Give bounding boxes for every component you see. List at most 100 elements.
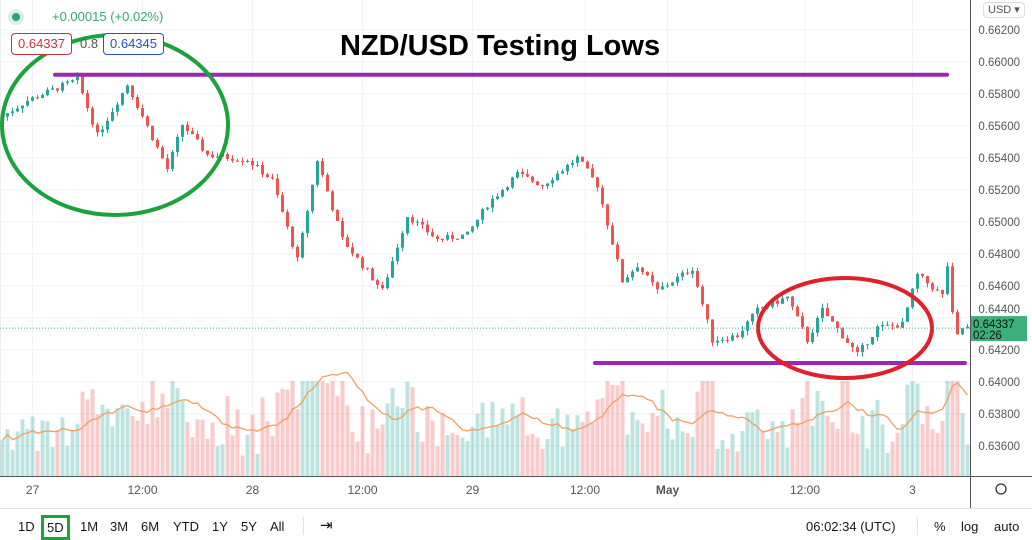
candle-body — [736, 335, 739, 338]
percent-toggle[interactable]: % — [934, 519, 946, 534]
volume-bar — [615, 385, 620, 476]
volume-bar — [600, 398, 605, 476]
candle-body — [721, 339, 724, 341]
candle-body — [916, 273, 919, 289]
volume-bar — [460, 437, 465, 476]
volume-bar — [200, 419, 205, 476]
volume-bar — [440, 412, 445, 476]
volume-bar — [645, 431, 650, 476]
volume-bar — [785, 447, 790, 476]
y-tick-label: 0.65000 — [978, 217, 1020, 229]
candle-body — [691, 270, 694, 274]
candle-body — [366, 267, 369, 269]
y-tick-label: 0.64400 — [978, 304, 1020, 316]
volume-bar — [830, 422, 835, 476]
volume-bar — [205, 438, 210, 476]
volume-bar — [265, 421, 270, 476]
volume-bar — [435, 446, 440, 476]
candle-body — [426, 224, 429, 233]
candle-body — [781, 298, 784, 304]
auto-toggle[interactable]: auto — [994, 519, 1020, 534]
range-1m[interactable]: 1M — [80, 519, 99, 534]
candle-body — [211, 154, 214, 158]
range-1d[interactable]: 1D — [18, 519, 35, 534]
volume-bar — [685, 433, 690, 476]
y-tick-label: 0.66200 — [978, 25, 1020, 37]
candle-body — [326, 174, 329, 192]
candle-body — [431, 232, 434, 237]
candle-body — [256, 165, 259, 167]
candle-body — [681, 272, 684, 277]
y-tick-label: 0.64600 — [978, 281, 1020, 293]
candle-body — [266, 174, 269, 178]
volume-bar — [950, 381, 955, 476]
candle-body — [696, 270, 699, 287]
volume-bar — [285, 389, 290, 476]
candle-body — [961, 328, 964, 335]
volume-bar — [755, 409, 760, 476]
candle-body — [741, 330, 744, 338]
volume-bar — [660, 390, 665, 476]
volume-bar — [20, 419, 25, 476]
candle-body — [576, 156, 579, 163]
candle-body — [811, 332, 814, 343]
volume-bar — [170, 381, 175, 476]
volume-bar — [320, 381, 325, 476]
volume-bar — [960, 412, 965, 476]
date-range-icon[interactable]: ⇥ — [320, 517, 333, 534]
settings-icon[interactable] — [995, 483, 1007, 495]
volume-bar — [420, 441, 425, 476]
candle-body — [441, 238, 444, 240]
clock-time[interactable]: 06:02:34 (UTC) — [806, 519, 896, 534]
log-toggle[interactable]: log — [961, 519, 979, 534]
range-1y[interactable]: 1Y — [212, 519, 228, 534]
volume-bar — [765, 439, 770, 476]
volume-bar — [550, 418, 555, 476]
candle-body — [646, 272, 649, 276]
volume-bar — [90, 389, 95, 476]
candle-body — [271, 177, 274, 179]
candle-body — [31, 97, 34, 101]
candle-body — [471, 226, 474, 232]
volume-bar — [925, 405, 930, 476]
volume-bar — [620, 381, 625, 476]
candle-body — [661, 286, 664, 290]
candle-body — [26, 100, 29, 106]
range-all[interactable]: All — [270, 519, 285, 534]
volume-bar — [895, 432, 900, 476]
volume-bar — [675, 417, 680, 476]
volume-bar — [850, 432, 855, 476]
candle-body — [51, 88, 54, 90]
volume-bar — [855, 434, 860, 476]
candle-body — [501, 189, 504, 197]
candle-body — [906, 307, 909, 322]
volume-bar — [730, 433, 735, 476]
y-tick-label: 0.64000 — [978, 377, 1020, 389]
candle-body — [396, 247, 399, 262]
volume-bar — [125, 408, 130, 476]
candle-body — [401, 233, 404, 248]
volume-bar — [715, 448, 720, 476]
volume-bar — [195, 419, 200, 476]
candle-body — [346, 237, 349, 248]
range-5y[interactable]: 5Y — [241, 519, 257, 534]
candle-body — [391, 261, 394, 278]
volume-bar — [40, 420, 45, 476]
buy-price-button[interactable]: 0.64345 — [103, 33, 164, 55]
volume-bar — [530, 434, 535, 476]
price-chart[interactable]: 0.66200 0.66000 0.65800 0.65600 0.65400 0.652… — [0, 0, 1032, 508]
candle-body — [86, 93, 89, 109]
candle-body — [786, 296, 789, 299]
x-tick-label: 12:00 — [570, 483, 600, 497]
range-5d[interactable]: 5D — [41, 515, 70, 540]
volume-bar — [210, 422, 215, 476]
range-ytd[interactable]: YTD — [173, 519, 199, 534]
range-6m[interactable]: 6M — [141, 519, 160, 534]
currency-select[interactable]: USD ▾ — [983, 2, 1025, 18]
sell-price-button[interactable]: 0.64337 — [11, 33, 72, 55]
candle-body — [901, 321, 904, 328]
volume-bar — [680, 431, 685, 476]
candle-body — [321, 161, 324, 175]
volume-bar — [845, 381, 850, 476]
range-3m[interactable]: 3M — [110, 519, 129, 534]
